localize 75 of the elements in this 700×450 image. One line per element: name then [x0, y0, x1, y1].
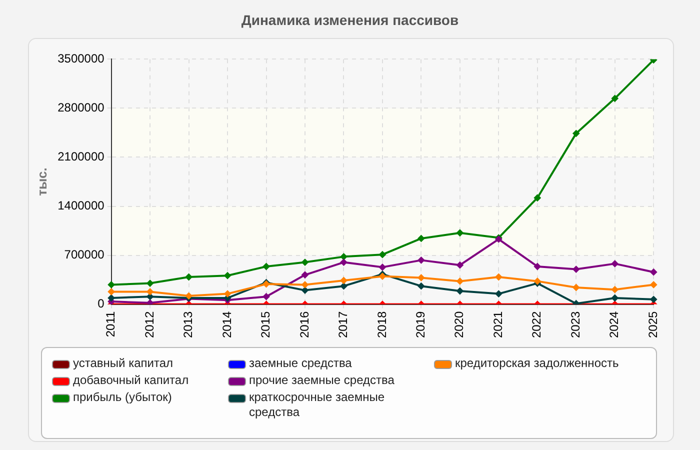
y-tick-label: 0 — [98, 296, 105, 311]
point — [572, 266, 580, 273]
y-tick-label: 2800000 — [58, 100, 105, 115]
legend-label: кредиторская задолженность — [455, 356, 619, 371]
point — [301, 286, 308, 294]
point — [146, 280, 154, 287]
point — [108, 281, 115, 288]
point — [378, 272, 386, 280]
point — [534, 262, 541, 270]
point — [224, 272, 232, 280]
point — [185, 292, 192, 300]
x-tick-label: 2024 — [607, 310, 622, 338]
x-tick-label: 2016 — [297, 310, 312, 338]
point — [224, 290, 232, 298]
x-tick-label: 2017 — [336, 310, 350, 338]
point — [611, 294, 618, 302]
point — [301, 271, 308, 278]
x-tick-label: 2021 — [490, 310, 505, 338]
legend-label: прибыль (убыток) — [73, 390, 172, 405]
point — [262, 262, 270, 270]
point — [108, 288, 115, 296]
y-tick-label: 1400000 — [58, 198, 105, 213]
point — [650, 296, 658, 303]
point — [495, 273, 502, 280]
point — [146, 293, 154, 300]
point — [418, 256, 425, 264]
point — [650, 281, 658, 288]
point — [108, 294, 115, 302]
x-tick-label: 2014 — [220, 310, 234, 338]
point — [301, 258, 308, 266]
x-tick-label: 2025 — [646, 310, 660, 338]
legend-label: добавочный капитал — [73, 373, 189, 388]
point — [418, 274, 425, 282]
chart-title: Динамика изменения пассивов — [240, 11, 460, 30]
y-tick-label: 700000 — [64, 248, 105, 262]
point — [340, 282, 348, 290]
y-tick-label: 2100000 — [58, 150, 105, 164]
point — [495, 290, 502, 298]
point — [146, 288, 154, 296]
point — [611, 286, 618, 294]
legend-label: краткосрочные заемные средства — [249, 390, 386, 420]
legend-label: прочие заемные средства — [249, 373, 394, 388]
point — [456, 262, 464, 269]
legend-label: заемные средства — [249, 356, 352, 371]
x-tick-label: 2015 — [258, 310, 273, 338]
point — [456, 288, 464, 294]
point — [340, 258, 348, 266]
point — [262, 293, 270, 300]
point — [611, 260, 618, 268]
point — [611, 94, 618, 102]
point — [534, 194, 541, 202]
point — [340, 276, 348, 284]
x-tick-label: 2023 — [568, 310, 582, 338]
x-tick-label: 2019 — [414, 310, 428, 338]
x-tick-label: 2018 — [374, 310, 389, 338]
point — [418, 234, 425, 242]
point — [301, 281, 308, 288]
x-tick-label: 2022 — [530, 310, 544, 338]
point — [650, 268, 658, 276]
x-tick-label: 2012 — [142, 310, 156, 338]
x-tick-label: 2020 — [452, 310, 466, 338]
point — [572, 130, 580, 137]
point — [456, 229, 464, 236]
point — [418, 282, 425, 290]
legend-label: уставный капитал — [73, 356, 173, 371]
point — [185, 273, 192, 280]
y-tick-label: 3500000 — [58, 52, 105, 66]
point — [378, 251, 386, 258]
point — [456, 278, 464, 285]
point — [340, 253, 348, 260]
x-tick-label: 2013 — [181, 310, 196, 338]
x-tick-label: 2011 — [104, 310, 118, 338]
point — [378, 264, 386, 271]
y-axis-title: тыс. — [34, 168, 50, 196]
point — [572, 284, 580, 291]
